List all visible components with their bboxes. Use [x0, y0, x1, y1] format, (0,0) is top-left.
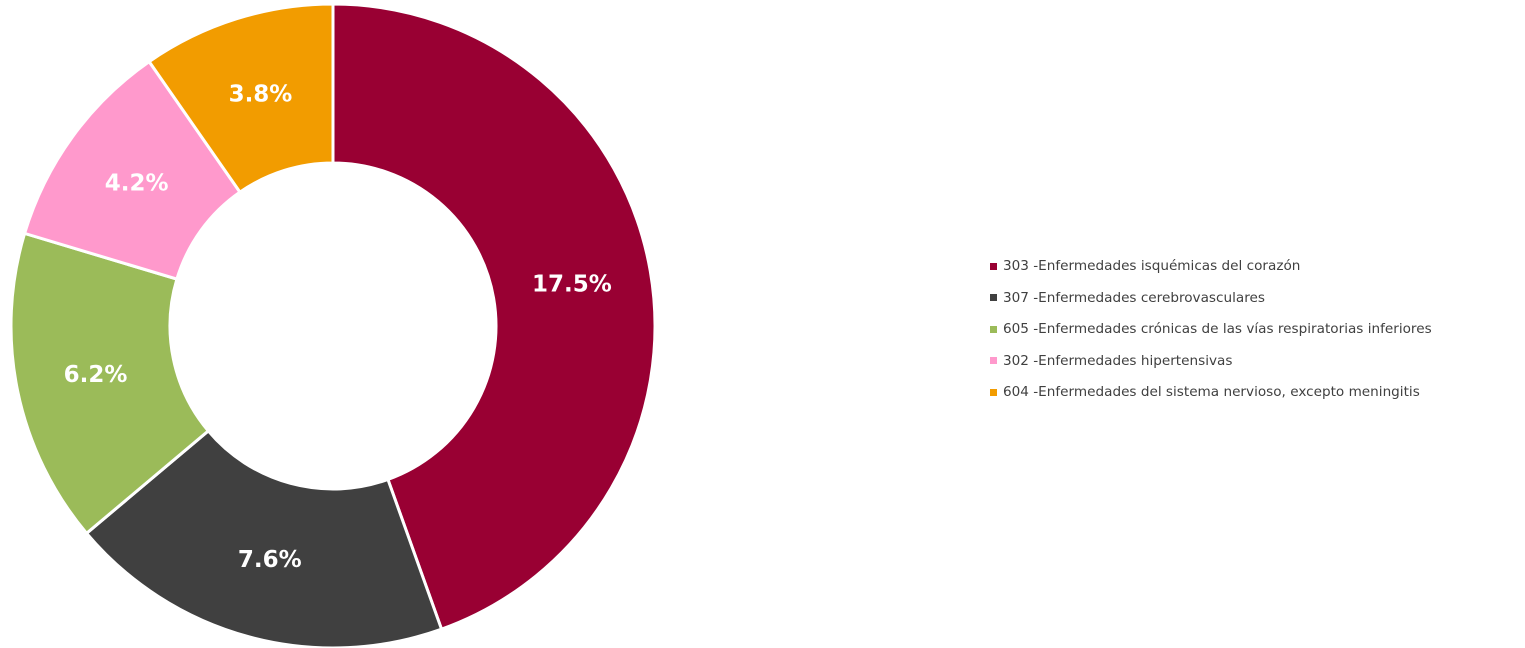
donut-slice	[331, 2, 657, 632]
legend-label: 307 -Enfermedades cerebrovasculares	[1003, 289, 1265, 306]
legend-swatch	[990, 325, 997, 333]
slice-data-label: 7.6%	[238, 547, 302, 573]
legend-label: 605 -Enfermedades crónicas de las vías r…	[1003, 321, 1432, 337]
legend-item: 604 -Enfermedades del sistema nervioso, …	[990, 382, 1520, 402]
slice-data-label: 3.8%	[229, 82, 293, 108]
donut-slice	[147, 2, 335, 195]
legend-swatch	[990, 357, 997, 364]
chart-legend: 303 -Enfermedades isquémicas del corazón…	[990, 256, 1520, 414]
legend-item: 302 -Enfermedades hipertensivas	[990, 351, 1520, 371]
legend-item: 307 -Enfermedades cerebrovasculares	[990, 288, 1520, 308]
legend-label: 604 -Enfermedades del sistema nervioso, …	[1003, 384, 1420, 400]
legend-swatch	[990, 388, 997, 396]
legend-item: 605 -Enfermedades crónicas de las vías r…	[990, 319, 1520, 339]
slice-data-label: 17.5%	[532, 272, 612, 298]
slice-data-label: 4.2%	[105, 171, 169, 197]
legend-label: 303 -Enfermedades isquémicas del corazón	[1003, 258, 1301, 274]
legend-item: 303 -Enfermedades isquémicas del corazón	[990, 256, 1520, 276]
donut-slices	[9, 2, 657, 648]
donut-slice	[9, 231, 211, 536]
legend-label: 302 -Enfermedades hipertensivas	[1003, 352, 1233, 369]
legend-swatch	[990, 294, 997, 301]
legend-swatch	[990, 262, 997, 270]
slice-labels: 17.5% 7.6% 6.2% 4.2% 3.8%	[64, 82, 612, 574]
slice-data-label: 6.2%	[64, 362, 128, 388]
